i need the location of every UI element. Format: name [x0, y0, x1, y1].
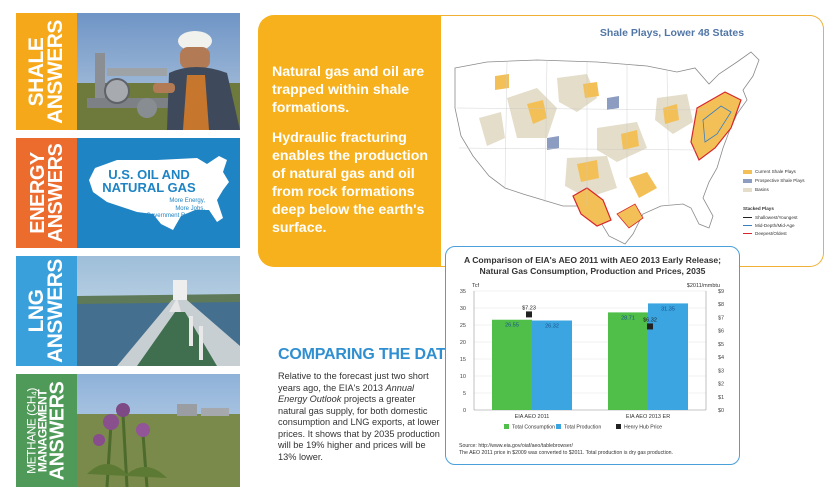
- legend-swatch: [616, 424, 621, 429]
- thistle-field-photo: [77, 374, 240, 487]
- answers-label: ANSWERS: [44, 143, 67, 243]
- shale-info-panel: Natural gas and oil are trapped within s…: [258, 15, 463, 267]
- chart-title: A Comparison of EIA's AEO 2011 with AEO …: [463, 255, 722, 276]
- map-title: Shale Plays, Lower 48 States: [599, 27, 745, 39]
- middepth-line: [743, 225, 752, 226]
- price-data-label: $7.23: [522, 305, 536, 311]
- legend-middepth: Mid-Depth/Mid-Age: [743, 223, 795, 228]
- bar-data-label: 26.55: [505, 323, 519, 329]
- comparing-heading: COMPARING THE DATA: [278, 346, 456, 363]
- left-tick-label: 35: [460, 289, 466, 295]
- price-data-label: $6.32: [643, 317, 657, 323]
- comparing-paragraph: Relative to the forecast just two short …: [278, 371, 440, 462]
- answers-label: ANSWERS: [43, 19, 67, 124]
- deepest-line: [743, 233, 752, 234]
- shale-answers-band: SHALE ANSWERS: [16, 13, 77, 130]
- legend-swatch: [504, 424, 509, 429]
- shale-plays-map-panel: Shale Plays, Lower 48 States Current Sha…: [441, 15, 824, 267]
- current-swatch: [743, 169, 752, 174]
- answers-label: ANSWERS: [43, 259, 67, 363]
- bar-total-production: [532, 320, 572, 410]
- legend-swatch: [556, 424, 561, 429]
- methane-management-answers-tile[interactable]: METHANE (CH₄) MANAGEMENT ANSWERS: [16, 374, 240, 487]
- energy-tagline: More Energy, More Jobs, More Government …: [130, 198, 205, 219]
- henry-hub-price-marker: [526, 311, 532, 318]
- legend-label: Total Production: [564, 425, 601, 431]
- right-tick-label: $3: [718, 368, 724, 374]
- aeo-comparison-chart-card: A Comparison of EIA's AEO 2011 with AEO …: [445, 246, 740, 465]
- right-tick-label: $4: [718, 355, 724, 361]
- left-tick-label: 30: [460, 306, 466, 312]
- right-tick-label: $5: [718, 342, 724, 348]
- legend-current: Current Shale Plays: [743, 169, 796, 174]
- info-paragraph-2: Hydraulic fracturing enables the product…: [272, 130, 429, 236]
- legend-label: Total Consumption: [512, 425, 555, 431]
- legend-shallowest: Shallowest/Youngest: [743, 215, 797, 220]
- left-tick-label: 25: [460, 323, 466, 329]
- bar-total-consumption: [492, 319, 532, 410]
- left-tick-label: 15: [460, 357, 466, 363]
- legend-basins: Basins: [743, 187, 769, 192]
- energy-us-map-panel: U.S. OIL AND NATURAL GAS More Energy, Mo…: [77, 138, 240, 248]
- bar-total-production: [648, 303, 688, 410]
- info-paragraph-1: Natural gas and oil are trapped within s…: [272, 64, 425, 116]
- basins-swatch: [743, 187, 752, 192]
- energy-answers-tile[interactable]: ENERGY ANSWERS U.S. OIL AND NATURAL GAS …: [16, 138, 240, 248]
- left-tick-label: 5: [463, 391, 466, 397]
- answers-label: ANSWERS: [46, 381, 68, 480]
- legend-deepest: Deepest/Oldest: [743, 231, 787, 236]
- shale-plays-map: [454, 51, 760, 245]
- bar-data-label: 26.32: [545, 324, 559, 330]
- legend-prospective: Prospective Shale Plays: [743, 178, 805, 183]
- right-tick-label: $2: [718, 382, 724, 388]
- category-label: EIA AEO 2011: [515, 414, 550, 420]
- us-map-silhouette-icon: [89, 156, 229, 230]
- bar-data-label: 31.35: [661, 306, 675, 312]
- left-tick-label: 0: [463, 408, 466, 414]
- lng-tanker-photo: [77, 256, 240, 366]
- lng-answers-band: LNG ANSWERS: [16, 256, 77, 366]
- legend-label: Henry Hub Price: [624, 425, 662, 431]
- shale-worker-photo: [77, 13, 240, 130]
- right-tick-label: $9: [718, 289, 724, 295]
- bar-data-label: 28.71: [621, 315, 635, 321]
- aeo-bar-chart: Tcf $2011/mmbtu 0 5 10 15 20 25 30 35 $0 $1 $2 $3 $4 $5…: [460, 283, 724, 431]
- shale-answers-tile[interactable]: SHALE ANSWERS: [16, 13, 240, 130]
- energy-label: ENERGY: [26, 152, 49, 234]
- prospective-swatch: [743, 178, 752, 183]
- right-tick-label: $7: [718, 315, 724, 321]
- right-tick-label: $8: [718, 302, 724, 308]
- left-axis-unit: Tcf: [472, 283, 480, 289]
- methane-answers-band: METHANE (CH₄) MANAGEMENT ANSWERS: [16, 374, 77, 487]
- shallowest-line: [743, 217, 752, 218]
- category-label: EIA AEO 2013 ER: [626, 414, 670, 420]
- bar-total-consumption: [608, 312, 648, 410]
- left-tick-label: 10: [460, 374, 466, 380]
- lng-answers-tile[interactable]: LNG ANSWERS: [16, 256, 240, 366]
- right-axis-unit: $2011/mmbtu: [687, 283, 720, 289]
- energy-answers-band: ENERGY ANSWERS: [16, 138, 77, 248]
- right-tick-label: $6: [718, 329, 724, 335]
- right-tick-label: $1: [718, 395, 724, 401]
- energy-headline: U.S. OIL AND NATURAL GAS: [102, 167, 196, 195]
- henry-hub-price-marker: [647, 323, 653, 330]
- chart-source-note: Source: http://www.eia.gov/oiaf/aeo/tabl…: [459, 443, 673, 456]
- legend-stacked-head: Stacked Plays: [743, 206, 774, 211]
- right-tick-label: $0: [718, 408, 724, 414]
- left-tick-label: 20: [460, 340, 466, 346]
